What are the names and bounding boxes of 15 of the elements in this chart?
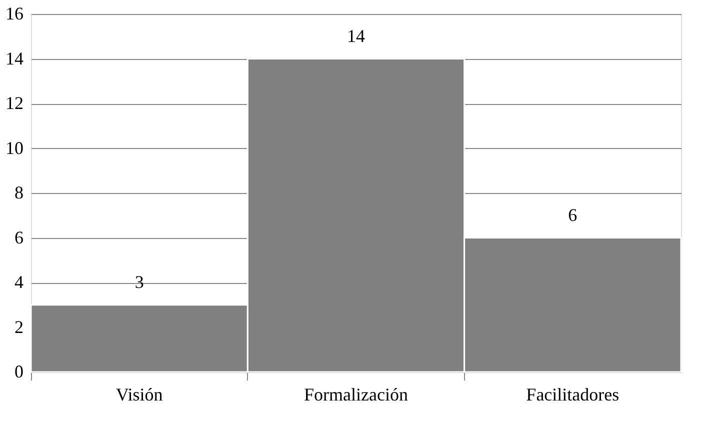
- y-tick-label: 0: [14, 362, 24, 382]
- y-tick-label: 6: [14, 227, 24, 248]
- y-tick-label: 4: [14, 272, 24, 292]
- y-tick-label: 10: [6, 138, 24, 158]
- x-tick-label: Facilitadores: [526, 384, 620, 404]
- y-tick-label: 2: [14, 316, 24, 337]
- data-label: 6: [568, 204, 578, 225]
- data-label: 3: [134, 272, 144, 292]
- data-label: 14: [347, 26, 365, 46]
- y-tick-label: 14: [6, 48, 24, 68]
- y-tick-label: 12: [6, 93, 24, 113]
- y-tick-label: 16: [6, 4, 24, 24]
- x-tick-label: Formalización: [304, 384, 408, 404]
- x-tick-label: Visión: [116, 384, 163, 404]
- y-tick-label: 8: [14, 182, 24, 202]
